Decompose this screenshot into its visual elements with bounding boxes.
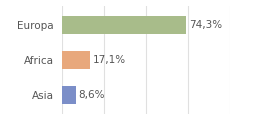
Text: 17,1%: 17,1% xyxy=(93,55,126,65)
Text: 74,3%: 74,3% xyxy=(189,20,222,30)
Text: 8,6%: 8,6% xyxy=(79,90,105,100)
Bar xyxy=(62,51,90,69)
Bar xyxy=(62,86,76,104)
Bar xyxy=(62,16,186,34)
